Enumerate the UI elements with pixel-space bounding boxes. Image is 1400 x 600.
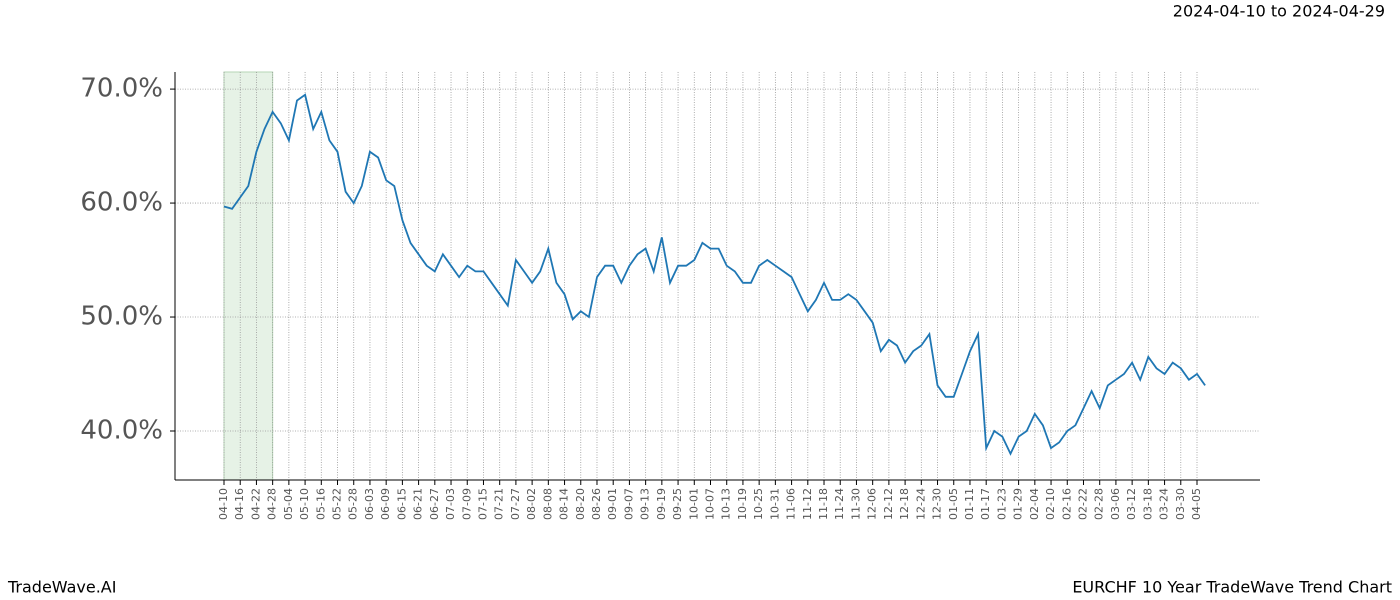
x-tick-label: 04-16 — [233, 488, 246, 520]
x-tick-label: 01-11 — [963, 488, 976, 520]
x-tick-label: 02-10 — [1044, 488, 1057, 520]
footer-title: EURCHF 10 Year TradeWave Trend Chart — [1072, 578, 1392, 597]
x-tick-label: 07-03 — [444, 488, 457, 520]
x-tick-label: 09-07 — [622, 488, 635, 520]
x-tick-label: 07-21 — [493, 488, 506, 520]
x-tick-label: 05-22 — [331, 488, 344, 520]
x-tick-label: 10-31 — [768, 488, 781, 520]
y-tick-label: 40.0% — [80, 415, 163, 445]
x-tick-label: 12-18 — [898, 488, 911, 520]
x-tick-label: 02-16 — [1060, 488, 1073, 520]
x-tick-label: 11-06 — [785, 488, 798, 520]
x-tick-label: 03-12 — [1125, 488, 1138, 520]
x-tick-label: 10-25 — [752, 488, 765, 520]
x-tick-label: 05-04 — [282, 488, 295, 520]
x-tick-label: 05-16 — [314, 488, 327, 520]
y-tick-label: 50.0% — [80, 302, 163, 332]
x-tick-label: 11-12 — [801, 488, 814, 520]
x-tick-label: 10-19 — [736, 488, 749, 520]
footer-brand: TradeWave.AI — [7, 578, 116, 597]
x-tick-label: 06-09 — [379, 488, 392, 520]
x-tick-label: 01-05 — [947, 488, 960, 520]
x-tick-label: 10-01 — [687, 488, 700, 520]
y-tick-label: 60.0% — [80, 188, 163, 218]
x-tick-label: 02-28 — [1093, 488, 1106, 520]
x-tick-label: 11-18 — [817, 488, 830, 520]
x-tick-label: 04-10 — [217, 488, 230, 520]
x-tick-label: 03-06 — [1109, 488, 1122, 520]
x-tick-label: 06-15 — [395, 488, 408, 520]
x-tick-label: 07-15 — [476, 488, 489, 520]
x-tick-label: 09-25 — [671, 488, 684, 520]
y-tick-label: 70.0% — [80, 74, 163, 104]
x-tick-label: 04-28 — [266, 488, 279, 520]
x-tick-label: 11-30 — [849, 488, 862, 520]
x-tick-label: 08-14 — [558, 488, 571, 520]
x-tick-label: 01-17 — [979, 488, 992, 520]
x-tick-label: 08-08 — [541, 488, 554, 520]
x-tick-label: 10-07 — [704, 488, 717, 520]
x-tick-label: 12-30 — [931, 488, 944, 520]
x-tick-label: 02-22 — [1076, 488, 1089, 520]
x-tick-label: 04-22 — [249, 488, 262, 520]
x-tick-label: 12-06 — [866, 488, 879, 520]
x-tick-label: 01-23 — [995, 488, 1008, 520]
x-tick-label: 08-20 — [574, 488, 587, 520]
x-tick-label: 03-24 — [1158, 488, 1171, 520]
x-tick-label: 06-03 — [363, 488, 376, 520]
x-tick-label: 03-30 — [1174, 488, 1187, 520]
x-tick-label: 11-24 — [833, 488, 846, 520]
x-tick-label: 04-05 — [1190, 488, 1203, 520]
highlight-band — [223, 71, 274, 481]
trend-line — [223, 93, 1206, 456]
x-tick-label: 06-21 — [412, 488, 425, 520]
x-tick-label: 05-10 — [298, 488, 311, 520]
x-tick-label: 05-28 — [347, 488, 360, 520]
x-tick-label: 01-29 — [1012, 488, 1025, 520]
x-tick-label: 08-26 — [590, 488, 603, 520]
x-tick-label: 08-02 — [525, 488, 538, 520]
x-tick-label: 09-13 — [639, 488, 652, 520]
x-tick-label: 10-13 — [720, 488, 733, 520]
x-tick-label: 02-04 — [1028, 488, 1041, 520]
x-tick-label: 09-01 — [606, 488, 619, 520]
x-tick-label: 06-27 — [428, 488, 441, 520]
x-tick-label: 07-27 — [509, 488, 522, 520]
x-tick-label: 07-09 — [460, 488, 473, 520]
x-tick-label: 09-19 — [655, 488, 668, 520]
x-tick-label: 12-24 — [914, 488, 927, 520]
date-range: 2024-04-10 to 2024-04-29 — [1173, 2, 1385, 21]
x-tick-label: 12-12 — [882, 488, 895, 520]
x-tick-label: 03-18 — [1141, 488, 1154, 520]
